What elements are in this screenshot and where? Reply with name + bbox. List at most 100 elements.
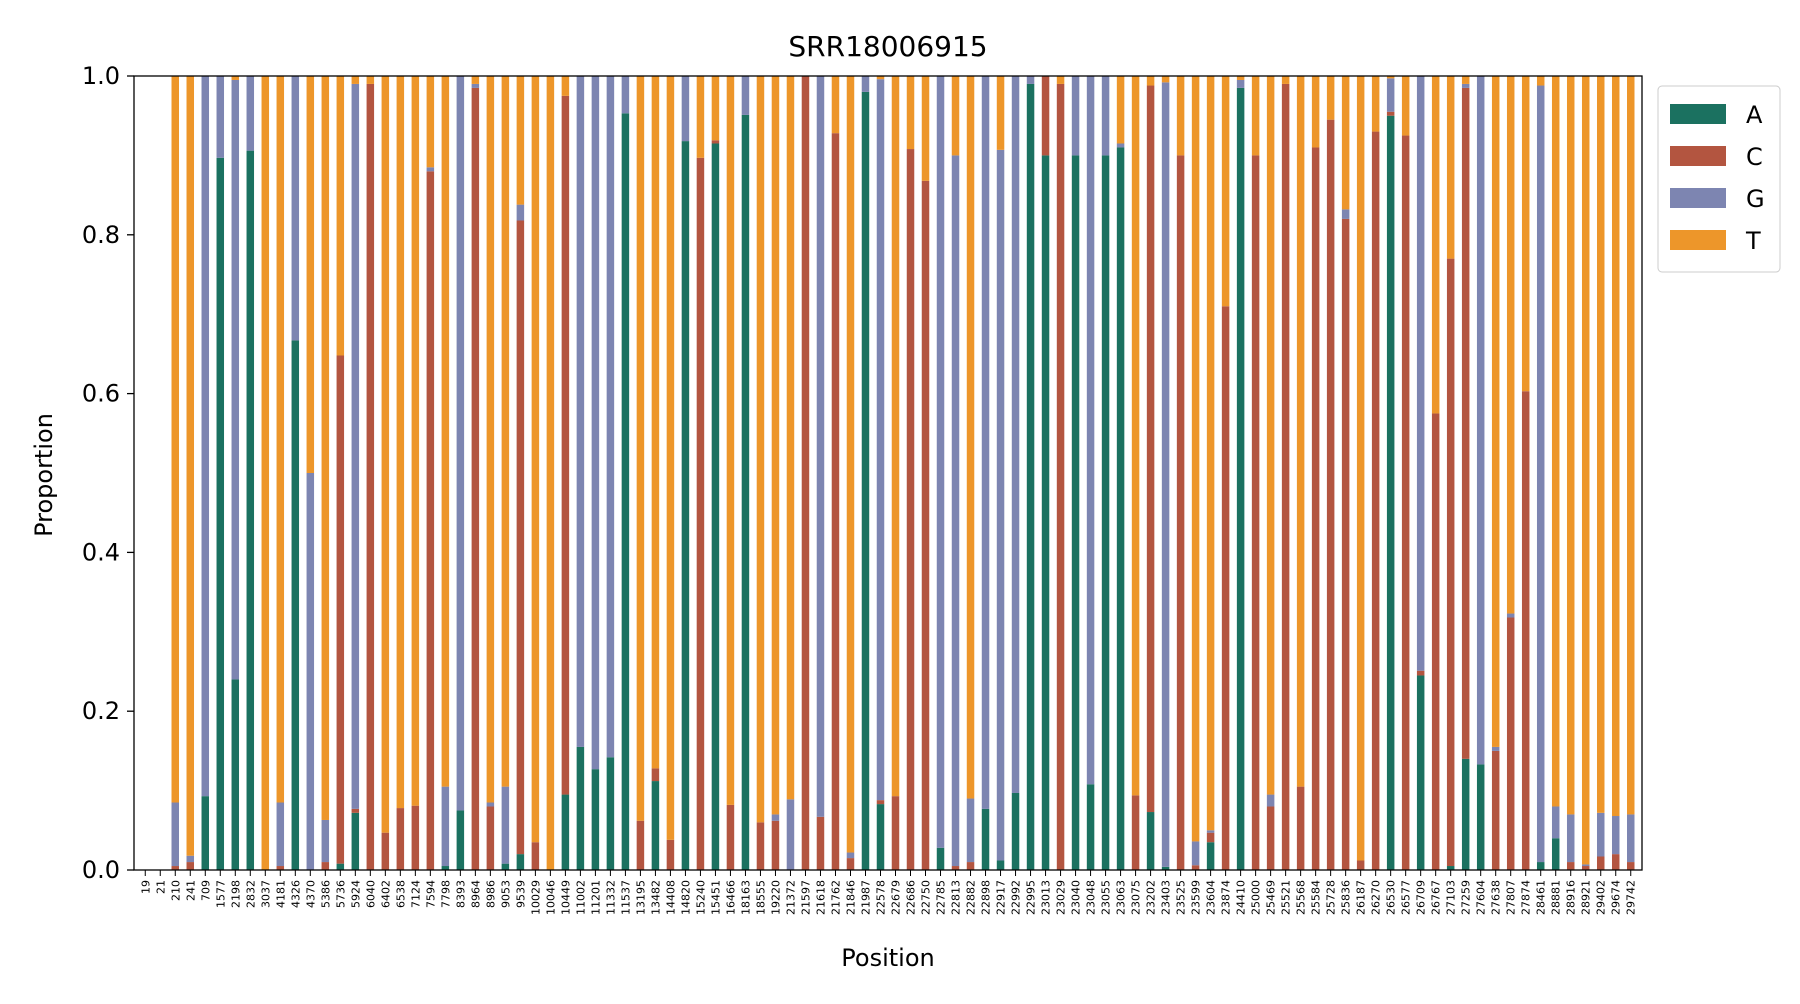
bar-T-9053 [501, 76, 510, 787]
bar-A-28461 [1536, 862, 1545, 870]
x-tick-label: 27638 [1490, 880, 1503, 915]
bar-C-6402 [381, 832, 390, 870]
bar-C-25469 [1266, 806, 1275, 870]
x-tick-label: 8393 [454, 880, 467, 908]
bar-G-27259 [1461, 83, 1470, 88]
x-tick-label: 27259 [1460, 880, 1473, 915]
bar-G-23063 [1116, 143, 1125, 148]
bar-G-24410 [1236, 79, 1245, 88]
bar-A-23604 [1206, 842, 1215, 870]
bar-G-22995 [1026, 76, 1035, 84]
x-tick-label: 23029 [1055, 880, 1068, 915]
x-tick-label: 27807 [1505, 880, 1518, 915]
x-tick-label: 21762 [829, 880, 842, 915]
bar-G-28461 [1536, 85, 1545, 863]
bar-A-27604 [1476, 764, 1485, 870]
x-tick-label: 26709 [1415, 880, 1428, 915]
bar-T-26530 [1386, 76, 1395, 79]
x-tick-label: 22995 [1025, 880, 1038, 915]
bar-C-28916 [1566, 862, 1575, 870]
bar-G-27604 [1476, 76, 1485, 765]
x-tick-label: 28461 [1535, 880, 1548, 915]
bar-G-14820 [681, 76, 690, 142]
x-tick-label: 25836 [1340, 880, 1353, 915]
x-tick-label: 21987 [859, 880, 872, 915]
x-tick-label: 8964 [469, 880, 482, 908]
bar-G-27638 [1491, 746, 1500, 751]
x-tick-label: 22679 [890, 880, 903, 915]
legend-swatch-G [1670, 188, 1726, 208]
bar-T-5736 [336, 76, 345, 356]
x-tick-label: 3037 [259, 880, 272, 908]
bar-G-21372 [786, 799, 795, 870]
bar-T-23202 [1146, 76, 1155, 86]
bar-A-23055 [1101, 155, 1110, 870]
bar-G-25469 [1266, 794, 1275, 807]
bar-C-21618 [816, 816, 825, 870]
y-tick-label: 0.2 [82, 697, 120, 725]
bar-T-23874 [1221, 76, 1230, 307]
bar-A-9539 [516, 854, 525, 870]
bar-G-26530 [1386, 78, 1395, 112]
y-tick-label: 0.6 [82, 380, 120, 408]
bar-T-10029 [531, 76, 540, 843]
bar-A-2832 [246, 150, 255, 870]
bar-T-25584 [1311, 76, 1320, 148]
bar-A-11002 [576, 746, 585, 870]
legend-swatch-A [1670, 104, 1726, 124]
bar-C-29742 [1627, 862, 1635, 870]
bar-T-22679 [891, 76, 900, 797]
x-tick-label: 27874 [1520, 880, 1533, 915]
x-tick-label: 25584 [1310, 880, 1323, 915]
bar-T-27103 [1446, 76, 1455, 259]
y-axis-label: Proportion [30, 413, 58, 537]
bar-G-21846 [846, 852, 855, 859]
bar-C-27874 [1521, 391, 1530, 870]
bar-A-26709 [1416, 675, 1425, 870]
bar-A-709 [201, 796, 210, 870]
x-tick-label: 13482 [649, 880, 662, 915]
x-tick-label: 26767 [1430, 880, 1443, 915]
bar-G-2832 [246, 76, 255, 151]
bar-T-28461 [1536, 76, 1545, 86]
bar-T-28881 [1551, 76, 1560, 807]
x-tick-label: 25728 [1325, 880, 1338, 915]
x-tick-label: 23604 [1205, 880, 1218, 915]
bar-T-26767 [1431, 76, 1440, 414]
x-tick-label: 22813 [950, 880, 963, 915]
bar-T-23029 [1056, 76, 1065, 84]
x-tick-label: 6402 [379, 880, 392, 908]
bar-T-8964 [471, 76, 480, 84]
x-tick-label: 22882 [965, 880, 978, 915]
y-tick-label: 1.0 [82, 62, 120, 90]
bar-G-28881 [1551, 806, 1560, 839]
x-tick-label: 709 [199, 880, 212, 901]
bar-T-4181 [276, 76, 285, 803]
x-tick-label: 10046 [544, 880, 557, 915]
bar-G-11201 [591, 76, 600, 770]
x-tick-label: 21 [154, 880, 167, 894]
bar-T-28916 [1566, 76, 1575, 815]
bar-T-18555 [756, 76, 765, 823]
bar-T-25728 [1326, 76, 1335, 120]
bar-T-13195 [636, 76, 645, 821]
bar-T-15451 [711, 76, 720, 141]
x-tick-label: 19220 [769, 880, 782, 915]
bar-G-25836 [1341, 209, 1350, 219]
bar-C-8964 [471, 87, 480, 870]
x-tick-label: 7124 [409, 880, 422, 908]
y-tick-label: 0.0 [82, 856, 120, 884]
bar-G-1577 [216, 76, 225, 158]
bar-C-23599 [1191, 865, 1200, 870]
bar-T-6040 [366, 76, 375, 84]
bar-G-4326 [291, 76, 300, 341]
bar-C-22882 [966, 862, 975, 870]
x-tick-label: 2832 [244, 880, 257, 908]
bar-T-241 [186, 76, 195, 856]
bar-G-5386 [321, 819, 330, 863]
bar-G-11332 [606, 76, 615, 758]
bar-T-27807 [1506, 76, 1515, 614]
bar-A-23048 [1086, 784, 1095, 870]
bar-T-7798 [441, 76, 450, 787]
bar-T-25469 [1266, 76, 1275, 795]
